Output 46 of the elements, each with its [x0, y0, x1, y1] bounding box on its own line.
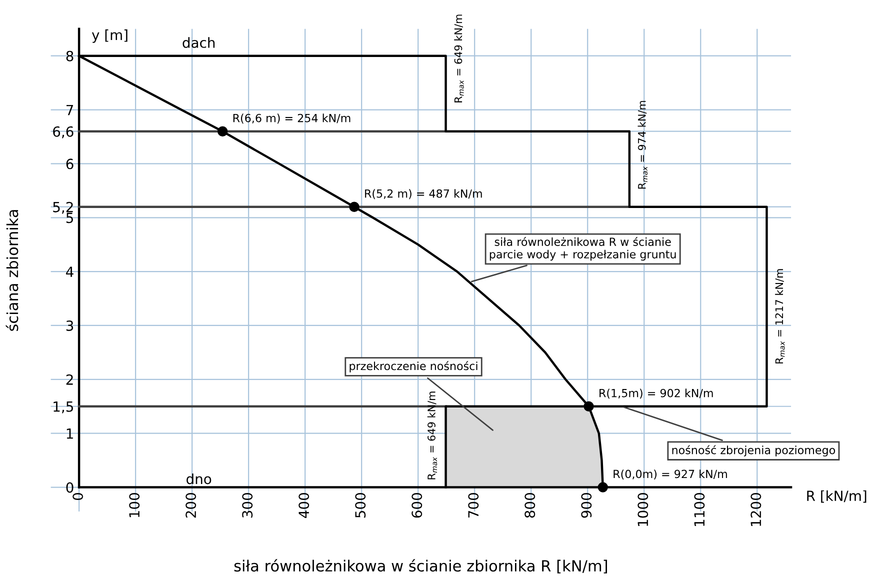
- x-tick-label: 0: [72, 493, 84, 500]
- x-tick-label: 300: [242, 493, 253, 518]
- y-tick-label: 8: [66, 50, 74, 62]
- y-tick-label: 6: [66, 158, 74, 170]
- annotation: y [m]: [92, 29, 128, 43]
- y-tick-label: 4: [66, 266, 74, 277]
- annotation: R$_{max}$ = 649 kN/m: [427, 392, 438, 480]
- y-tick-label: 0: [66, 482, 74, 493]
- point: [218, 126, 228, 136]
- x-tick-label: 600: [412, 493, 422, 518]
- y-tick-label: 1,5: [54, 402, 73, 414]
- x-tick-label: 400: [298, 493, 310, 518]
- data-label: R(6,6 m) = 254 kN/m: [233, 114, 350, 124]
- annotation: przekroczenie nośności: [350, 361, 478, 372]
- y-tick-label: 5: [66, 212, 73, 224]
- x-tick-label: 800: [524, 493, 536, 518]
- data-label: R(0,0m) = 927 kN/m: [614, 470, 727, 480]
- point: [598, 482, 608, 492]
- x-tick-label: 200: [186, 493, 196, 518]
- x-tick-label: 1000: [638, 493, 648, 526]
- text: R [kN/m]: [807, 490, 866, 503]
- annotation: nośność zbrojenia poziomego: [672, 445, 836, 456]
- annotation: siła równoleżnikowa R w ścianie parcie wody + rozpełzanie gruntu: [490, 236, 676, 261]
- annotation: dach: [182, 37, 215, 48]
- x-tick-label: 100: [129, 493, 140, 518]
- annotation: R$_{max}$ = 974 kN/m: [638, 100, 648, 189]
- annotation: R$_{max}$ = 649 kN/m: [454, 14, 464, 102]
- point: [349, 202, 360, 212]
- x-tick-label: 500: [355, 493, 366, 518]
- data-label: R(5,2 m) = 487 kN/m: [365, 189, 482, 200]
- y-tick-label: 6,6: [53, 126, 74, 138]
- x-tick-label: 700: [468, 493, 479, 518]
- annotation: dno: [186, 473, 212, 484]
- y-tick-label: 7: [66, 104, 74, 116]
- annotation: R$_{max}$ = 1217 kN/m: [775, 269, 785, 364]
- y-tick-label: 2: [66, 374, 73, 385]
- point: [584, 401, 594, 412]
- x-tick-label: 1100: [694, 493, 705, 526]
- y-tick-label: 3: [66, 320, 74, 331]
- data-label: R(1,5m) = 902 kN/m: [600, 388, 713, 399]
- x-tick-label: 900: [581, 493, 592, 518]
- y-axis-title: ściana zbiornika: [6, 210, 18, 331]
- x-tick-label: 1200: [750, 493, 762, 526]
- y-tick-label: 5,2: [53, 202, 73, 214]
- x-axis-title: siła równoleżnikowa w ścianie zbiornika R [kN/m]: [234, 559, 607, 574]
- y-tick-label: 1: [66, 428, 73, 439]
